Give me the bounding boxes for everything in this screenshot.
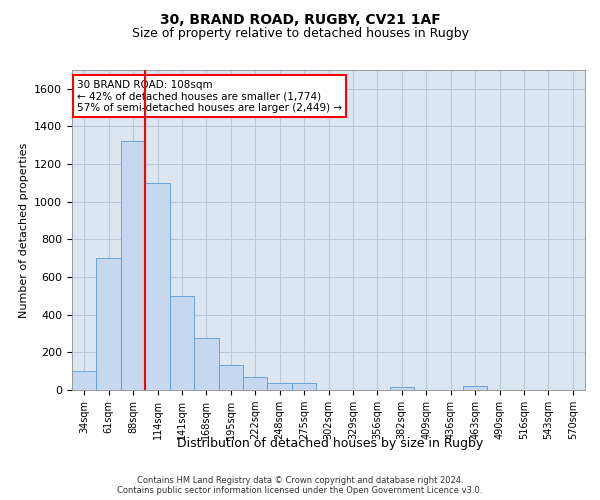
Text: Distribution of detached houses by size in Rugby: Distribution of detached houses by size … [177,438,483,450]
Text: Contains HM Land Registry data © Crown copyright and database right 2024.: Contains HM Land Registry data © Crown c… [137,476,463,485]
Text: 30, BRAND ROAD, RUGBY, CV21 1AF: 30, BRAND ROAD, RUGBY, CV21 1AF [160,12,440,26]
Bar [145,183,170,390]
Bar [97,258,121,390]
Bar [463,386,487,390]
Text: Contains public sector information licensed under the Open Government Licence v3: Contains public sector information licen… [118,486,482,495]
Bar [194,338,218,390]
Bar [218,364,243,390]
Bar [243,377,268,390]
Bar [389,387,414,390]
Bar [292,384,316,390]
Bar [170,296,194,390]
Text: Size of property relative to detached houses in Rugby: Size of property relative to detached ho… [131,28,469,40]
Bar [72,371,97,390]
Y-axis label: Number of detached properties: Number of detached properties [19,142,29,318]
Text: 30 BRAND ROAD: 108sqm
← 42% of detached houses are smaller (1,774)
57% of semi-d: 30 BRAND ROAD: 108sqm ← 42% of detached … [77,80,342,113]
Bar [268,384,292,390]
Bar [121,140,145,390]
